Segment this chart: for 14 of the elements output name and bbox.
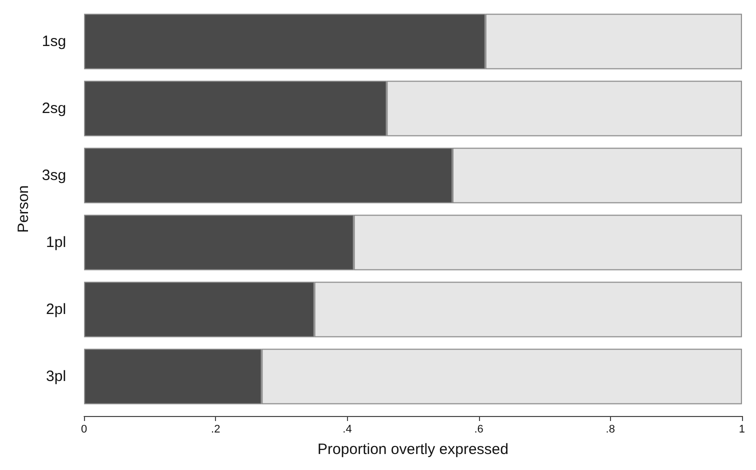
- x-tick-label: 1: [738, 424, 746, 436]
- y-tick-label: 2pl: [46, 301, 66, 318]
- y-tick-label: 3sg: [42, 167, 66, 184]
- x-tick-label: .8: [606, 424, 615, 436]
- x-tick-label: .2: [211, 424, 220, 436]
- y-axis-title: Person: [15, 185, 32, 233]
- y-tick-label: 3pl: [46, 368, 66, 385]
- x-tick-label: .6: [474, 424, 484, 436]
- y-tick-label: 1sg: [42, 33, 66, 50]
- y-tick-label: 2sg: [42, 100, 66, 117]
- x-tick-label: 0: [81, 424, 88, 436]
- x-tick-label: .4: [342, 424, 352, 436]
- x-axis-title: Proportion overtly expressed: [318, 441, 508, 458]
- y-tick-label: 1pl: [46, 234, 66, 251]
